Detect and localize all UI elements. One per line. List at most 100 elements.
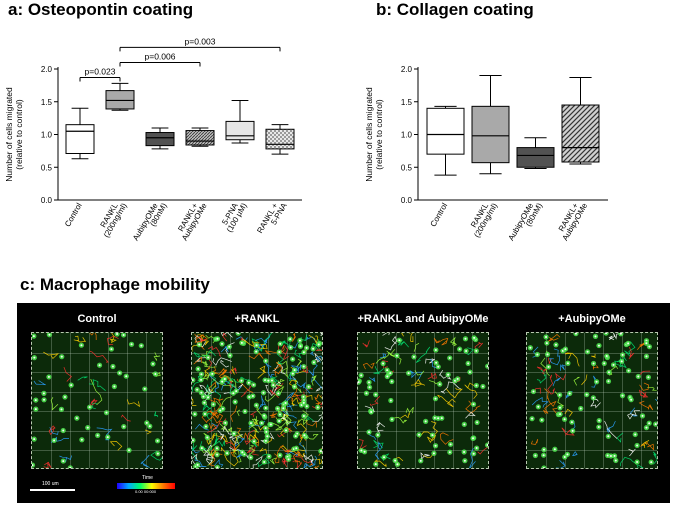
frame-gridline	[32, 450, 162, 451]
macro-label-3: +AubipyOMe	[558, 313, 626, 325]
cell-track	[89, 379, 106, 391]
cell-track	[308, 334, 319, 345]
cell-track-overlay	[192, 333, 322, 468]
cell-track	[297, 410, 309, 426]
cell-track	[236, 409, 240, 417]
y-tick-label: 0.0	[401, 196, 413, 205]
panel-b-title: b: Collagen coating	[376, 0, 534, 19]
cell-nucleus	[122, 333, 125, 336]
cell-nucleus	[476, 421, 479, 424]
cell-track	[362, 362, 375, 370]
cell-track	[250, 416, 259, 434]
cell-nucleus	[398, 339, 401, 342]
cell-nucleus	[396, 463, 399, 466]
cell-nucleus	[305, 405, 308, 408]
cell-nucleus	[145, 421, 148, 424]
cell-track	[240, 383, 253, 398]
cell-track	[425, 358, 435, 364]
cell-track	[192, 398, 197, 406]
frame-gridline	[70, 333, 71, 468]
cell-nucleus	[216, 337, 219, 340]
cell-track	[313, 465, 320, 468]
cell-track	[294, 349, 305, 359]
box-2	[145, 132, 175, 147]
cell-track	[212, 366, 228, 376]
cell-nucleus	[475, 384, 478, 387]
cell-nucleus	[247, 381, 250, 384]
cell-nucleus	[86, 426, 89, 429]
cell-track	[233, 444, 240, 457]
cell-nucleus	[563, 456, 566, 459]
cell-track	[229, 367, 238, 374]
cell-nucleus	[34, 399, 37, 402]
cell-track	[253, 429, 258, 440]
cell-nucleus	[317, 343, 320, 346]
cell-track	[252, 341, 268, 350]
cell-nucleus	[53, 439, 56, 442]
cell-nucleus	[542, 454, 545, 457]
cell-track	[306, 336, 321, 345]
cell-track-overlay	[358, 333, 488, 468]
cell-nucleus	[464, 337, 467, 340]
cell-nucleus	[468, 371, 471, 374]
cell-track	[400, 412, 410, 419]
cell-track	[207, 385, 217, 395]
y-tick-label: 0.5	[401, 163, 413, 172]
cell-nucleus	[276, 407, 279, 410]
y-tick-label: 2.0	[41, 65, 53, 74]
cell-track	[638, 370, 651, 376]
cell-nucleus	[291, 372, 294, 375]
cell-nucleus	[641, 414, 644, 417]
cell-track	[235, 336, 248, 342]
cell-nucleus	[554, 343, 557, 346]
cell-nucleus	[545, 335, 548, 338]
frame-gridline	[32, 430, 162, 432]
cell-nucleus	[434, 349, 437, 352]
cell-track	[440, 432, 454, 445]
cell-track	[240, 376, 254, 383]
cell-nucleus	[118, 371, 121, 374]
cell-nucleus	[383, 456, 386, 459]
cell-track	[192, 453, 201, 468]
cell-nucleus	[547, 365, 550, 368]
cell-track	[369, 395, 381, 406]
frame-gridline	[622, 333, 623, 468]
cell-nucleus	[534, 454, 537, 457]
cell-track	[628, 346, 635, 360]
cell-track	[420, 452, 431, 460]
cell-nucleus	[204, 425, 207, 428]
cell-track	[150, 450, 162, 461]
cell-track	[121, 414, 131, 422]
cell-nucleus	[60, 355, 63, 358]
cell-track	[231, 366, 235, 375]
cell-nucleus	[564, 348, 567, 351]
cell-track	[581, 374, 588, 386]
cell-nucleus	[248, 396, 251, 399]
cell-nucleus	[289, 346, 292, 349]
cell-track	[639, 382, 649, 391]
cell-nucleus	[418, 433, 421, 436]
cell-track	[264, 345, 285, 355]
cell-nucleus	[294, 435, 297, 438]
cell-nucleus	[255, 350, 258, 353]
cell-nucleus	[278, 419, 281, 422]
cell-track	[231, 433, 243, 444]
cell-track	[590, 398, 601, 409]
cell-nucleus	[609, 454, 612, 457]
cell-track	[624, 341, 636, 357]
cell-track	[653, 451, 657, 465]
cell-track	[229, 380, 233, 389]
cell-track	[220, 333, 233, 338]
cell-nucleus	[463, 450, 466, 453]
cell-track	[296, 419, 307, 430]
cell-nucleus	[440, 417, 443, 420]
cell-nucleus	[265, 430, 268, 433]
cell-nucleus	[559, 413, 562, 416]
cell-track	[640, 442, 655, 451]
cell-nucleus	[253, 440, 256, 443]
cell-track	[477, 446, 488, 455]
cell-nucleus	[154, 372, 157, 375]
cell-nucleus	[648, 345, 651, 348]
cell-nucleus	[382, 362, 385, 365]
cell-nucleus	[447, 373, 450, 376]
